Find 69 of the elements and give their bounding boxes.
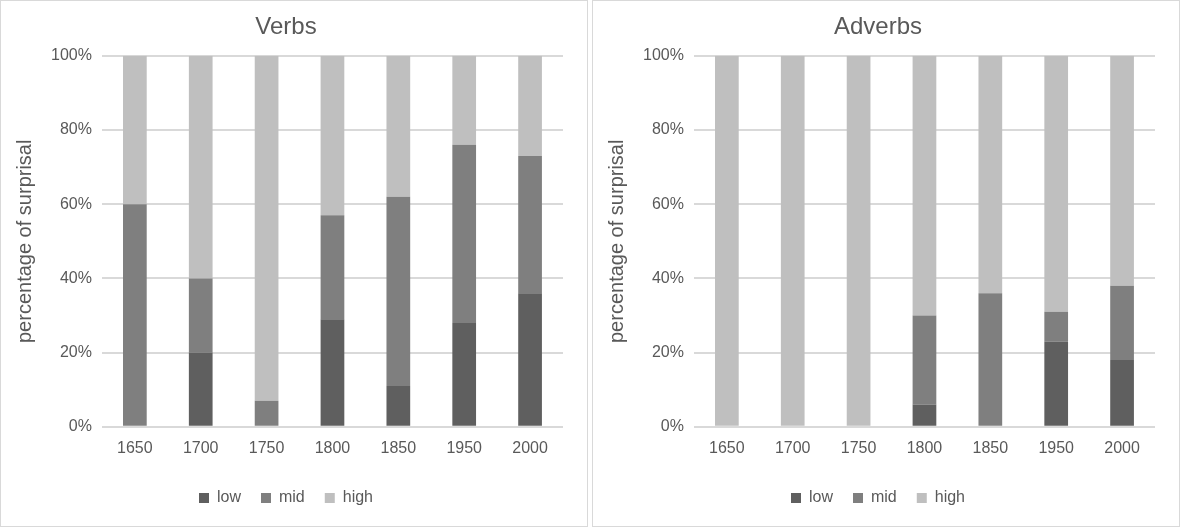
- y-tick-label: 80%: [651, 120, 684, 138]
- y-tick-label: 60%: [59, 194, 92, 212]
- bar: [1044, 55, 1069, 312]
- bar: [518, 293, 542, 426]
- x-tick-label: 1800: [906, 438, 943, 456]
- bar: [518, 155, 542, 294]
- bar: [188, 55, 213, 279]
- y-tick-label: 20%: [651, 343, 684, 361]
- x-tick-label: 1700: [182, 438, 219, 456]
- x-tick-label: 1950: [446, 438, 483, 456]
- bar: [1044, 311, 1069, 342]
- y-tick-label: 40%: [651, 268, 684, 286]
- bar: [123, 204, 147, 426]
- y-tick-label: 100%: [643, 46, 684, 64]
- y-tick-label: 80%: [59, 120, 92, 138]
- chart-title: Adverbs: [833, 12, 923, 40]
- legend-label: mid: [870, 488, 897, 506]
- bar: [452, 55, 477, 145]
- y-tick-label: 60%: [651, 194, 684, 212]
- x-tick-label: 1950: [1038, 438, 1075, 456]
- bar: [320, 215, 345, 320]
- bar: [912, 404, 937, 426]
- x-tick-label: 2000: [1104, 438, 1140, 456]
- bar: [518, 55, 542, 156]
- y-tick-label: 100%: [51, 46, 92, 64]
- x-tick-label: 2000: [512, 438, 548, 456]
- bar: [320, 55, 345, 216]
- bar: [188, 352, 213, 426]
- bar: [978, 55, 1003, 294]
- bar: [320, 319, 345, 426]
- y-tick-label: 20%: [59, 343, 92, 361]
- bar: [1110, 360, 1134, 426]
- bar: [452, 144, 477, 323]
- x-tick-label: 1750: [248, 438, 285, 456]
- bar: [188, 278, 213, 353]
- y-axis-title: percentage of surprisal: [604, 139, 627, 344]
- legend-label: high: [342, 488, 374, 506]
- bar: [912, 315, 937, 405]
- bar: [715, 55, 739, 426]
- legend-label: low: [216, 488, 242, 506]
- bar: [978, 293, 1003, 426]
- legend-label: low: [808, 488, 834, 506]
- bar: [1044, 341, 1069, 426]
- y-tick-label: 40%: [59, 268, 92, 286]
- x-tick-label: 1700: [774, 438, 811, 456]
- bar: [123, 55, 147, 205]
- x-tick-label: 1650: [117, 438, 153, 456]
- bar: [386, 385, 411, 426]
- x-tick-label: 1850: [972, 438, 1009, 456]
- bar: [254, 55, 279, 401]
- bar: [452, 322, 477, 426]
- x-tick-label: 1650: [709, 438, 745, 456]
- bar: [1110, 55, 1134, 286]
- y-axis-title: percentage of surprisal: [12, 139, 35, 344]
- x-tick-label: 1850: [380, 438, 417, 456]
- x-tick-label: 1750: [840, 438, 877, 456]
- bar: [1110, 285, 1134, 361]
- y-tick-label: 0%: [660, 417, 684, 435]
- legend-label: high: [934, 488, 966, 506]
- bar: [780, 55, 805, 426]
- bar: [386, 55, 411, 197]
- bar: [846, 55, 871, 426]
- bar: [912, 55, 937, 316]
- bar: [386, 196, 411, 386]
- x-tick-label: 1800: [314, 438, 351, 456]
- chart-title: Verbs: [255, 12, 317, 40]
- legend-label: mid: [278, 488, 305, 506]
- y-tick-label: 0%: [68, 417, 92, 435]
- bar: [254, 400, 279, 426]
